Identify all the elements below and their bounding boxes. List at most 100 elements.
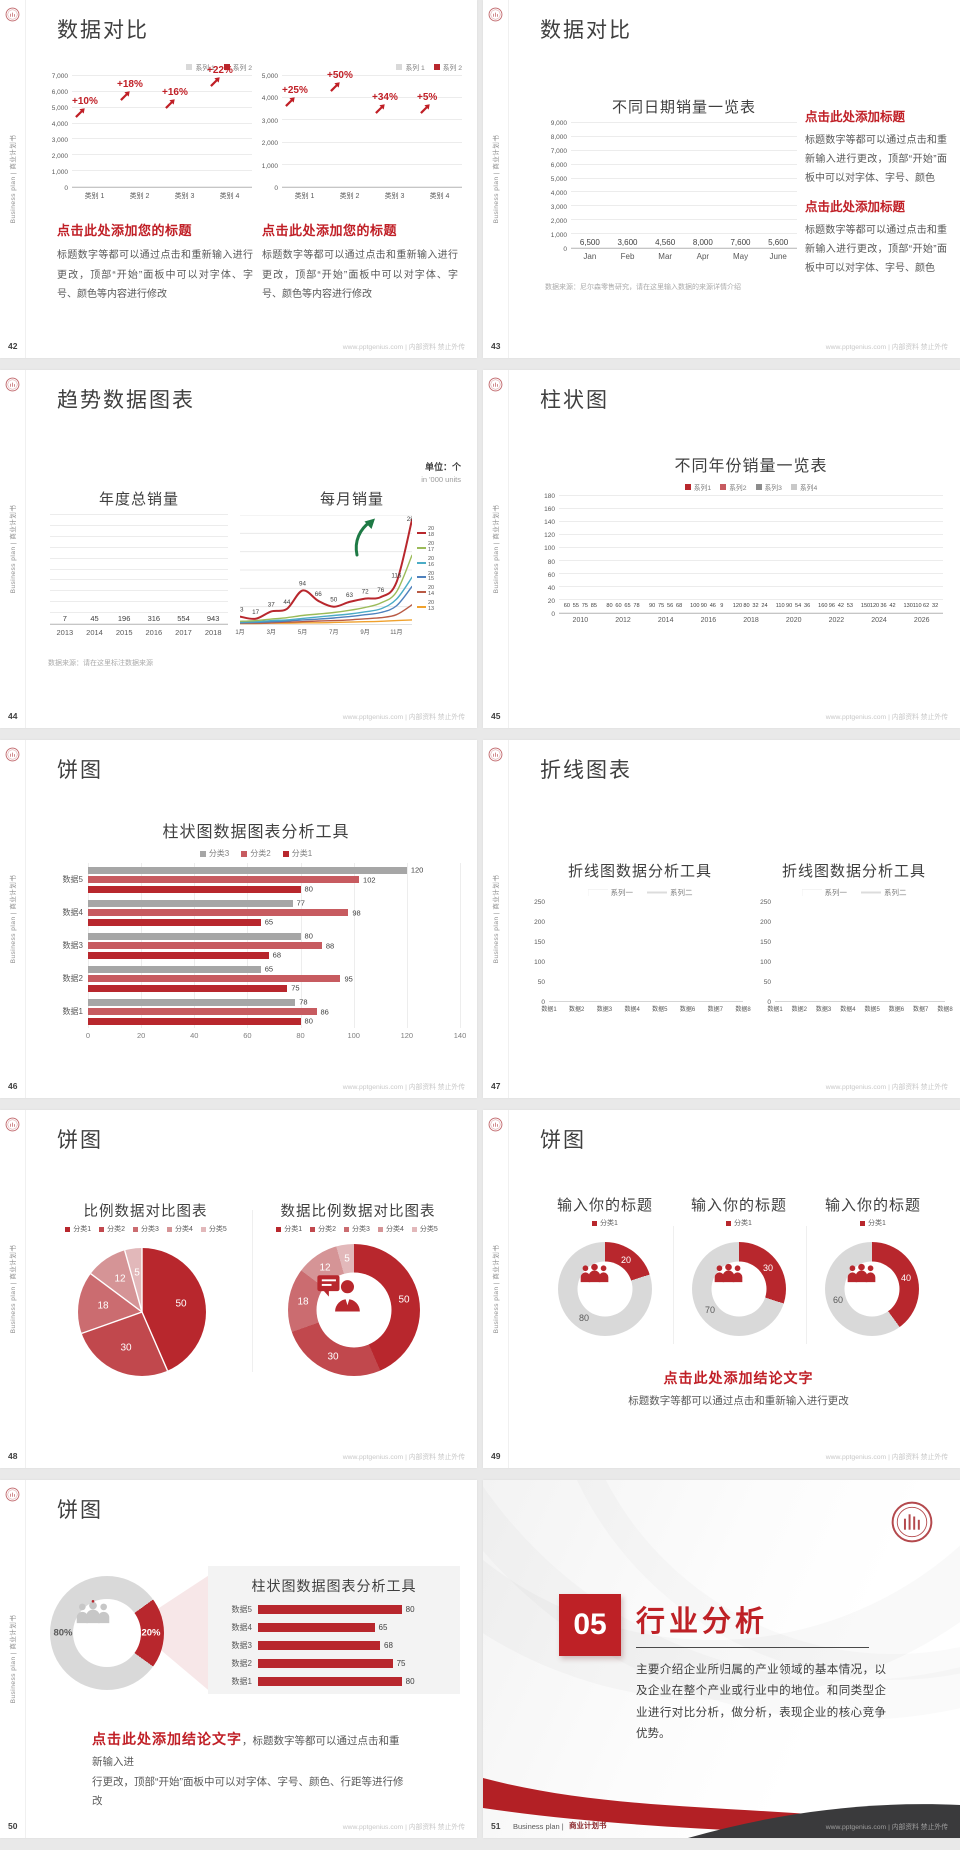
sidebar-divider — [25, 0, 26, 358]
donut-title-3: 输入你的标题 — [824, 1197, 921, 1214]
lg-it: 分类3 — [133, 1224, 159, 1234]
bv: 90 — [649, 603, 656, 609]
pz: 30 70 — [692, 1242, 786, 1336]
cb-body: 0 20 40 60 80 100 120 140 160 180 60 55 75 85 80 60 65 78… — [539, 493, 943, 618]
span: 数据3 — [815, 1007, 832, 1013]
gl — [282, 97, 462, 99]
cb-body: 0 1,000 2,000 3,000 4,000 5,000 6,000 7,000 +10%… — [46, 65, 252, 192]
ann-t: +25% — [282, 85, 308, 97]
path — [855, 1270, 868, 1283]
people-icon — [714, 1263, 743, 1283]
polygon — [379, 104, 385, 110]
lg-t: 分类3 — [208, 849, 230, 858]
yl: 0 — [563, 246, 567, 253]
path — [865, 1272, 876, 1283]
gl — [72, 90, 252, 92]
sw — [223, 64, 230, 70]
rect — [317, 1275, 340, 1292]
block-body: 标题数字等都可以通过点击和重新输入进行更改，顶部“开始”面板中可以对字体、字号、… — [805, 225, 947, 274]
ann: +18% — [117, 79, 171, 101]
cb-y: 0 50 100 150 200 250 — [757, 899, 775, 1006]
page-number: 43 — [491, 341, 501, 351]
yl: 8,000 — [550, 134, 567, 141]
ann-t: +5% — [417, 91, 438, 103]
gl — [571, 219, 797, 221]
bv: 3,600 — [617, 238, 638, 247]
ann-ar — [210, 76, 220, 87]
sidebar-divider — [25, 740, 26, 1098]
span: 2016 — [700, 617, 717, 624]
bv: 60 — [615, 603, 622, 609]
section-number: 05 — [559, 1594, 621, 1656]
bv: 316 — [147, 614, 161, 623]
page-number: 46 — [8, 1081, 18, 1091]
lg-it: 分类3 — [199, 848, 230, 859]
bv: 96 — [828, 603, 835, 609]
donut-title-2: 输入你的标题 — [690, 1197, 787, 1214]
span: May — [732, 252, 749, 261]
pval: 75 — [396, 1659, 406, 1668]
ytxt: 20 14 — [428, 585, 435, 598]
bv: 90 — [786, 603, 793, 609]
slide-48: Business plan | 商业计划书 饼图 比例数据对比图表 分类1 分类2… — [0, 1110, 477, 1468]
yl: 160 — [544, 506, 555, 514]
ytxt: 20 18 — [428, 525, 435, 538]
plab: 60 — [832, 1295, 844, 1305]
hv: 77 — [296, 898, 305, 908]
lg-it: 系列一 — [801, 887, 847, 898]
span: 类别 1 — [84, 193, 105, 200]
circle — [716, 1265, 723, 1272]
plab50: 数据4 — [231, 1623, 252, 1632]
lg-t: 分类2 — [250, 849, 271, 858]
span: 2014 — [86, 628, 103, 637]
gl — [50, 514, 228, 515]
divider — [673, 1226, 674, 1344]
ytxt: 20 17 — [428, 540, 435, 553]
lg-it: 系列二 — [647, 887, 693, 898]
sidebar-vertical-text: Business plan | 商业计划书 — [10, 1614, 17, 1704]
span: 2026 — [913, 617, 930, 624]
donut-chart-3: 40 60 — [825, 1242, 919, 1336]
span: 9月 — [360, 630, 370, 636]
parea: 65 — [258, 1623, 446, 1632]
lg-it: 分类4 — [166, 1224, 193, 1234]
cb-title: 不同年份销量一览表 — [674, 458, 828, 475]
hv: 80 — [304, 884, 313, 894]
path — [598, 1272, 609, 1283]
bv: 120 — [869, 603, 880, 609]
span: 20 — [136, 1031, 146, 1040]
gl — [50, 623, 228, 624]
sw — [200, 1226, 206, 1232]
lg-t: 系列4 — [799, 485, 818, 492]
wave-decoration — [483, 1778, 960, 1838]
polygon — [424, 104, 430, 110]
path — [335, 1299, 360, 1312]
text: 94 — [299, 581, 307, 588]
ann-t: +18% — [117, 78, 143, 90]
lx: 数据1 数据2 数据3 数据4 数据5 数据6 数据7 数据8 — [767, 1002, 952, 1014]
bv: 68 — [676, 603, 683, 609]
span: 2010 — [572, 617, 589, 624]
pie-chart: 50 30 18 12 5 — [78, 1248, 206, 1376]
hv: 120 — [410, 865, 424, 875]
slide-title: 饼图 — [57, 1499, 103, 1522]
page-number: 42 — [8, 341, 18, 351]
yl: 150 — [534, 939, 545, 946]
lx: 1月 3月 5月 7月 9月 11月 — [235, 625, 412, 637]
span: 11月 — [390, 630, 403, 636]
gl — [282, 119, 462, 121]
lg-it: 系列一 — [587, 887, 633, 898]
slide-45: Business plan | 商业计划书 柱状图 不同年份销量一览表 系列1 系列… — [483, 370, 960, 728]
gl — [559, 612, 943, 613]
text-block-right: 点击此处添加您的标题 标题数字等都可以通过点击和重新输入进行更改，顶部“开始”面… — [262, 220, 458, 305]
hole — [316, 1272, 392, 1348]
gl — [72, 170, 252, 172]
bv: 943 — [206, 614, 220, 623]
data-source-note: 数据来源：请在这里标注数据来源 — [48, 660, 153, 667]
path — [847, 1272, 858, 1283]
pval: 65 — [378, 1623, 388, 1632]
path — [732, 1272, 743, 1283]
path — [375, 106, 383, 114]
gl — [72, 154, 252, 156]
